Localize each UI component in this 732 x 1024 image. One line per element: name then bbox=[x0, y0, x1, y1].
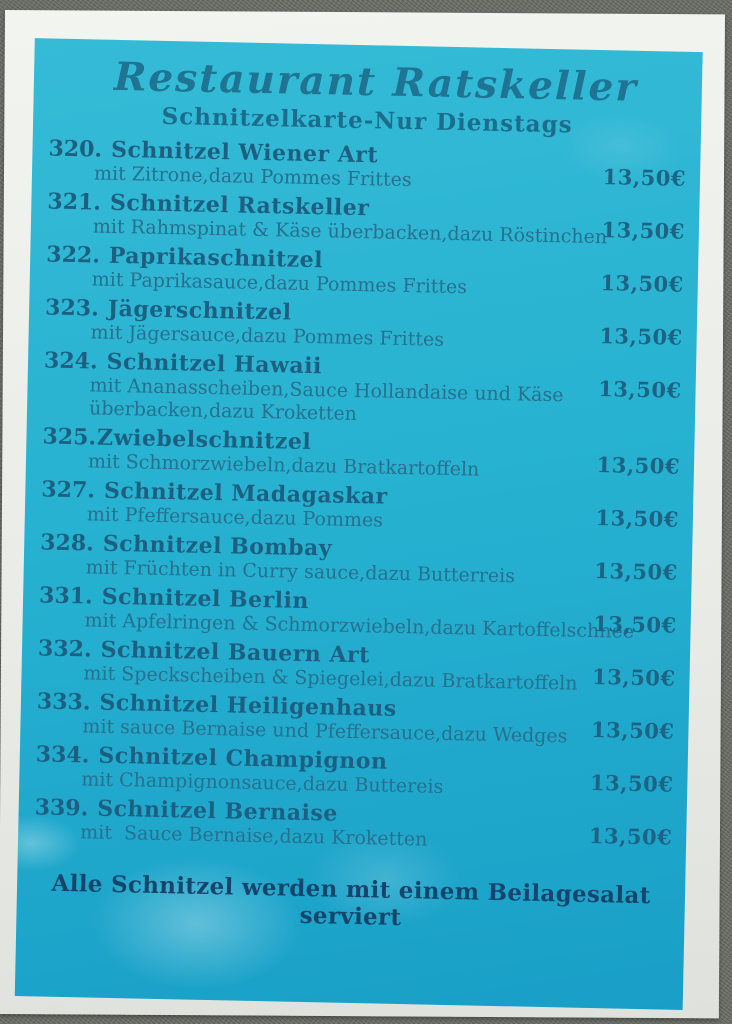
menu-item: 328. Schnitzel Bombay mit Früchten in Cur… bbox=[24, 529, 693, 592]
item-number: 334. bbox=[35, 741, 90, 769]
item-price: 13,50€ bbox=[594, 558, 679, 585]
item-price: 13,50€ bbox=[600, 270, 685, 297]
laminated-sheet: Restaurant Ratskeller Schnitzelkarte-Nur… bbox=[0, 10, 725, 1019]
item-price: 13,50€ bbox=[589, 769, 674, 797]
item-price: 13,50€ bbox=[593, 611, 677, 638]
item-price: 13,50€ bbox=[588, 822, 673, 850]
menu-item: 331. Schnitzel Berlin mit Apfelringen & S… bbox=[22, 582, 691, 645]
menu-item: 322. Paprikaschnitzel mit Paprikasauce,da… bbox=[30, 241, 699, 304]
footer-note: Alle Schnitzel werden mit einem Beilages… bbox=[51, 869, 651, 932]
item-name: Jägerschnitzel bbox=[107, 295, 292, 326]
menu-item: 324. Schnitzel Hawaii mit Ananasscheiben,… bbox=[27, 347, 696, 433]
item-price: 13,50€ bbox=[591, 663, 676, 691]
item-number: 332. bbox=[37, 635, 92, 663]
item-number: 339. bbox=[34, 794, 89, 822]
menu-item: 327. Schnitzel Madagaskar mit Pfeffersauc… bbox=[25, 476, 694, 539]
menu-item-list: 320. Schnitzel Wiener Art mit Zitrone,daz… bbox=[18, 135, 701, 857]
menu-item: 325.Zwiebelschnitzel mit Schmorzwiebeln,… bbox=[26, 423, 695, 486]
menu-content: Restaurant Ratskeller Schnitzelkarte-Nur… bbox=[16, 38, 702, 937]
item-number: 324. bbox=[43, 347, 98, 375]
menu-item: 333. Schnitzel Heiligenhaus mit sauce Ber… bbox=[20, 688, 689, 751]
item-number: 322. bbox=[46, 241, 101, 269]
item-number: 321. bbox=[47, 188, 102, 216]
menu-item: 339. Schnitzel Bernaise mit Sauce Bernais… bbox=[18, 794, 687, 857]
item-price: 13,50€ bbox=[599, 323, 683, 350]
menu-item: 332. Schnitzel Bauern Art mit Speckscheib… bbox=[21, 635, 690, 698]
item-number: 328. bbox=[39, 529, 95, 557]
item-price: 13,50€ bbox=[596, 452, 681, 479]
item-price: 13,50€ bbox=[597, 376, 682, 403]
item-price: 13,50€ bbox=[602, 164, 687, 191]
item-number: 323. bbox=[44, 294, 100, 322]
menu-item: 320. Schnitzel Wiener Art mit Zitrone,daz… bbox=[32, 135, 701, 198]
item-number: 325. bbox=[42, 423, 97, 451]
item-number: 320. bbox=[48, 135, 103, 163]
item-number: 331. bbox=[38, 582, 94, 610]
item-price: 13,50€ bbox=[595, 505, 680, 532]
menu-item: 323. Jägerschnitzel mit Jägersauce,dazu P… bbox=[28, 294, 697, 357]
item-price: 13,50€ bbox=[601, 217, 686, 244]
item-number: 333. bbox=[36, 688, 91, 716]
menu-card: Restaurant Ratskeller Schnitzelkarte-Nur… bbox=[14, 38, 703, 1010]
menu-item: 334. Schnitzel Champignon mit Champignons… bbox=[19, 741, 688, 804]
menu-item: 321. Schnitzel Ratskeller mit Rahmspinat … bbox=[31, 188, 700, 251]
item-number: 327. bbox=[41, 476, 96, 504]
item-price: 13,50€ bbox=[590, 716, 675, 744]
